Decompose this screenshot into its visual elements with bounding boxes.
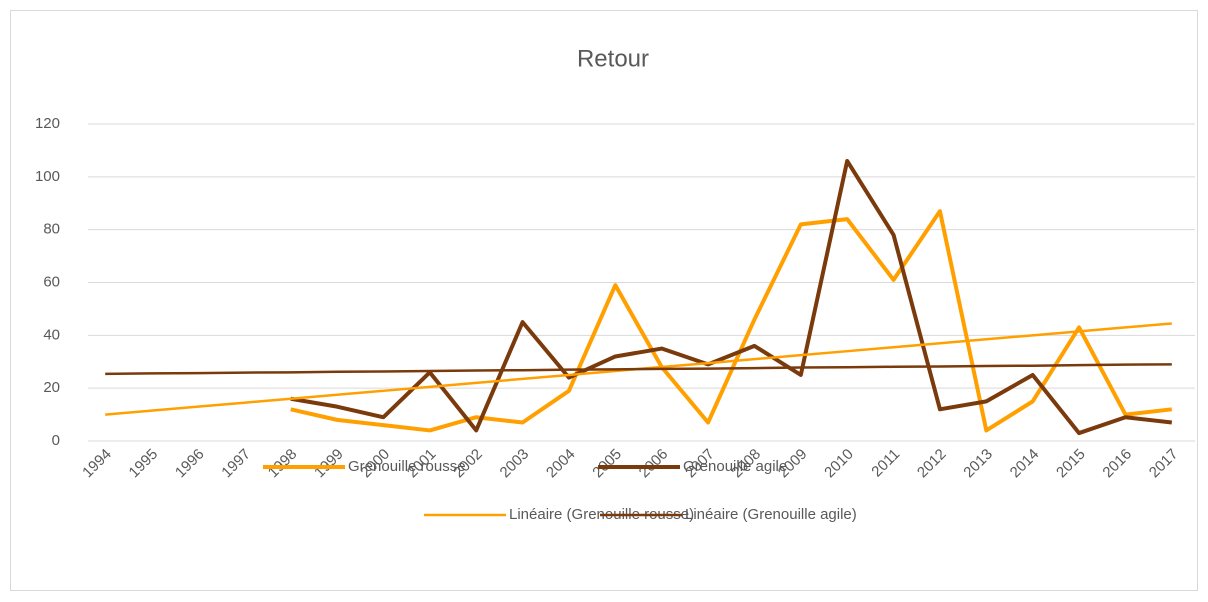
series-line — [105, 363, 1172, 376]
legend-label: Grenouille agile — [683, 458, 787, 475]
chart-frame — [10, 10, 1198, 591]
y-tick-label: 100 — [35, 168, 60, 185]
y-tick-label: 80 — [43, 221, 60, 238]
series-line — [290, 209, 1173, 433]
y-tick-label: 20 — [43, 379, 60, 396]
chart-title: Retour — [577, 45, 649, 72]
y-tick-label: 120 — [35, 115, 60, 132]
y-tick-label: 0 — [52, 432, 60, 449]
legend-label: Grenouille rousse — [348, 458, 466, 475]
legend-label: Linéaire (Grenouille agile) — [685, 506, 857, 523]
series-line — [290, 158, 1173, 436]
y-tick-label: 60 — [43, 273, 60, 290]
y-tick-label: 40 — [43, 326, 60, 343]
